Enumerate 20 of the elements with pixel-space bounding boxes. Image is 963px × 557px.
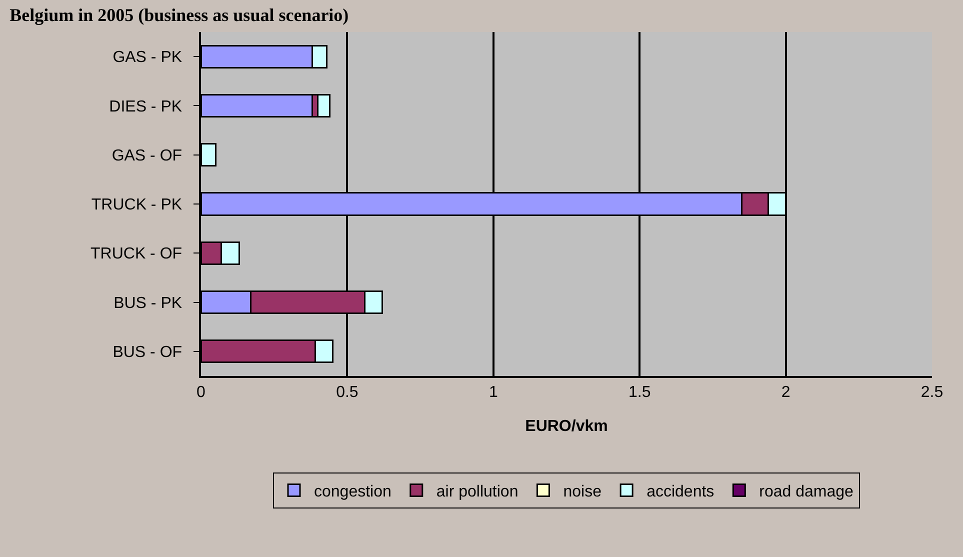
x-tick-label: 2.5 <box>920 384 944 401</box>
legend-label: congestion <box>314 483 392 500</box>
x-tick-label: 0.5 <box>336 384 358 401</box>
y-tick-label: GAS - PK <box>112 49 182 66</box>
legend-label: noise <box>563 483 602 500</box>
y-tick-label: BUS - PK <box>114 294 182 312</box>
legend-label: air pollution <box>436 483 518 500</box>
y-tick-label: BUS - OF <box>112 344 182 362</box>
y-tick-label: TRUCK - OF <box>90 246 182 263</box>
x-tick-label: 1.5 <box>628 384 651 401</box>
y-tick-label: TRUCK - PK <box>91 196 182 214</box>
chart-title: Belgium in 2005 (business as usual scenario) <box>10 4 349 25</box>
y-tick-label: DIES - PK <box>109 98 182 116</box>
x-tick-label: 1 <box>488 384 498 401</box>
x-axis-title: EURO/vkm <box>525 418 608 436</box>
x-tick-label: 0 <box>196 384 206 401</box>
legend-label: road damage <box>759 483 854 500</box>
y-tick-label: GAS - OF <box>112 147 182 164</box>
legend-label: accidents <box>646 483 714 500</box>
x-tick-label: 2 <box>781 384 790 401</box>
